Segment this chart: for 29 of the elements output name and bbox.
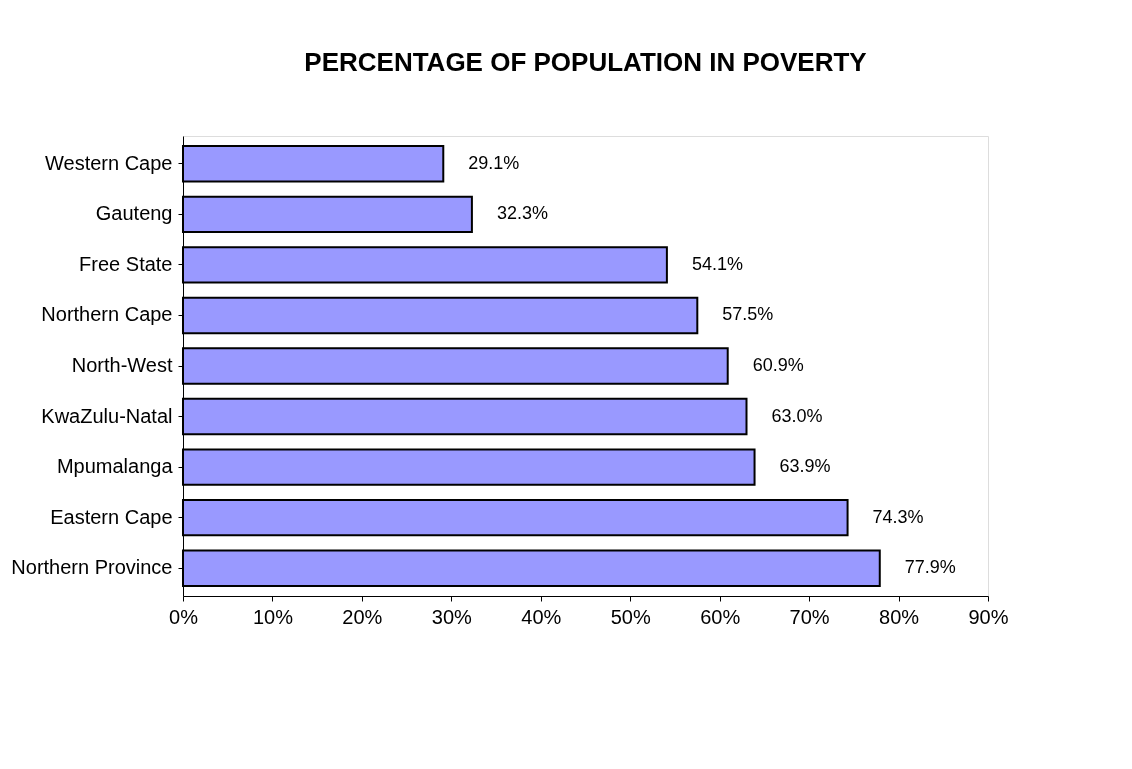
x-tick-label: 30% xyxy=(431,605,473,628)
y-tick-label: Gauteng xyxy=(95,202,173,225)
y-tick-label: KwaZulu-Natal xyxy=(41,404,173,427)
x-tick-label: 50% xyxy=(610,605,651,628)
y-tick-label: Northern Province xyxy=(11,556,173,579)
y-tick-label: Western Cape xyxy=(45,151,173,174)
x-tick-label: 70% xyxy=(789,605,830,628)
data-label: 74.3% xyxy=(872,506,924,527)
y-tick-label: Free State xyxy=(79,252,173,275)
x-tick-label: 40% xyxy=(521,605,562,628)
data-label: 77.9% xyxy=(904,557,956,578)
x-tick-label: 10% xyxy=(252,605,294,628)
data-label: 63.9% xyxy=(779,456,831,477)
data-label: 63.0% xyxy=(771,405,823,426)
data-label: 60.9% xyxy=(752,355,804,375)
y-tick-label: Northern Cape xyxy=(41,303,173,326)
y-tick-label: Mpumalanga xyxy=(56,455,174,478)
data-label: 57.5% xyxy=(722,304,774,325)
data-label: 32.3% xyxy=(496,203,548,224)
data-label: 29.1% xyxy=(468,152,520,173)
x-tick-label: 0% xyxy=(169,605,199,628)
x-tick-label: 20% xyxy=(342,605,383,628)
chart-title: PERCENTAGE OF POPULATION IN POVERTY xyxy=(304,47,867,77)
y-tick-label: North-West xyxy=(71,354,173,376)
y-tick-label: Eastern Cape xyxy=(50,505,173,528)
x-tick-label: 80% xyxy=(879,605,920,628)
x-tick-label: 60% xyxy=(700,605,741,628)
x-tick-label: 90% xyxy=(968,605,1009,628)
data-label: 54.1% xyxy=(691,253,743,274)
